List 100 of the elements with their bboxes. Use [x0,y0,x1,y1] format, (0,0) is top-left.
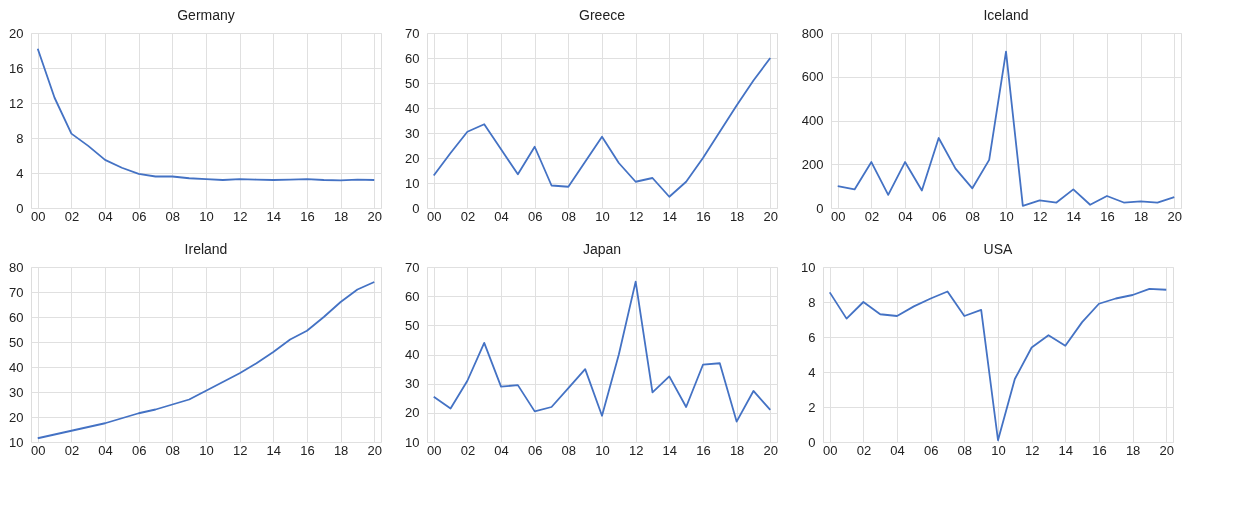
y-tick-label: 20 [405,150,420,166]
x-tick-label: 20 [763,442,778,458]
y-tick-label: 0 [816,200,824,216]
x-tick-label: 16 [696,208,711,224]
x-tick-label: 08 [561,442,577,458]
x-tick-label: 10 [991,442,1006,458]
y-tick-label: 20 [405,405,420,421]
y-tick-label: 40 [405,347,420,362]
chart-title: Ireland [184,241,228,257]
y-tick-label: 16 [9,60,24,76]
y-tick-label: 600 [801,69,824,85]
y-tick-label: 2 [808,399,816,415]
x-tick-label: 20 [763,208,778,224]
y-tick-label: 20 [9,25,24,41]
chart-title: Greece [579,7,626,23]
x-tick-label: 00 [823,442,838,458]
x-tick-label: 08 [561,208,577,224]
chart-title: Japan [582,241,622,257]
y-tick-label: 60 [9,309,24,325]
x-tick-label: 10 [595,442,610,458]
line-series [828,287,1168,442]
y-tick-label: 30 [405,125,420,141]
x-tick-label: 04 [98,208,113,224]
x-tick-label: 16 [300,442,315,458]
x-tick-label: 20 [367,208,382,224]
y-tick-label: 50 [405,75,420,91]
x-tick-label: 08 [165,208,181,224]
y-tick-label: 200 [801,156,824,172]
x-tick-label: 06 [931,208,947,224]
y-tick-label: 70 [9,284,24,300]
x-tick-label: 10 [595,208,610,224]
x-tick-label: 06 [131,208,147,224]
y-tick-label: 0 [808,434,816,450]
x-tick-label: 00 [831,208,846,224]
x-tick-label: 14 [662,208,678,224]
y-tick-label: 40 [405,100,420,116]
y-tick-label: 30 [9,384,24,400]
x-tick-label: 02 [460,442,476,458]
y-tick-label: 40 [9,359,24,375]
x-tick-label: 12 [628,208,644,224]
x-tick-label: 14 [1058,442,1074,458]
y-tick-label: 60 [405,288,420,304]
x-tick-label: 02 [856,442,872,458]
chart-title: USA [983,241,1014,257]
y-tick-label: 4 [808,364,816,380]
x-tick-label: 08 [957,442,973,458]
x-tick-label: 18 [1125,442,1141,458]
x-tick-label: 08 [165,442,181,458]
x-tick-label: 10 [199,208,214,224]
y-tick-label: 0 [16,200,24,216]
x-tick-label: 20 [1167,208,1182,224]
y-tick-label: 0 [412,200,420,216]
x-tick-label: 00 [31,208,46,224]
x-tick-label: 18 [333,208,349,224]
x-tick-label: 02 [460,208,476,224]
y-tick-label: 50 [9,334,24,350]
x-tick-label: 00 [427,208,442,224]
y-tick-label: 20 [9,409,24,425]
x-tick-label: 14 [266,442,282,458]
y-tick-label: 4 [16,165,24,181]
x-tick-label: 02 [64,208,80,224]
line-series [432,57,772,198]
y-tick-label: 12 [9,95,24,111]
line-series [836,50,1176,207]
x-tick-label: 18 [1133,208,1149,224]
x-tick-label: 04 [890,442,905,458]
x-tick-label: 06 [527,442,543,458]
y-tick-label: 50 [405,317,420,333]
x-tick-label: 18 [333,442,349,458]
x-tick-label: 00 [31,442,46,458]
y-tick-label: 10 [405,175,420,191]
y-tick-label: 8 [16,130,24,146]
chart-title: Germany [177,7,235,23]
x-tick-label: 16 [1092,442,1107,458]
x-tick-label: 16 [1100,208,1115,224]
y-tick-label: 10 [801,259,816,275]
x-tick-label: 12 [1032,208,1048,224]
x-tick-label: 10 [999,208,1014,224]
x-tick-label: 14 [662,442,678,458]
x-tick-label: 16 [696,442,711,458]
x-tick-label: 14 [266,208,282,224]
y-tick-label: 6 [808,329,816,345]
line-series [432,280,772,423]
y-tick-label: 60 [405,50,420,66]
y-tick-label: 800 [801,25,824,41]
x-tick-label: 04 [494,208,509,224]
line-series [36,281,376,440]
y-tick-label: 400 [801,113,824,128]
y-tick-label: 70 [405,259,420,275]
x-tick-label: 16 [300,208,315,224]
x-tick-label: 04 [898,208,913,224]
y-tick-label: 70 [405,25,420,41]
y-tick-label: 80 [9,259,24,275]
x-tick-label: 04 [98,442,113,458]
x-tick-label: 02 [864,208,880,224]
chart-title: Iceland [983,7,1029,23]
y-tick-label: 30 [405,376,420,392]
line-series [36,47,376,182]
x-tick-label: 10 [199,442,214,458]
x-tick-label: 06 [131,442,147,458]
